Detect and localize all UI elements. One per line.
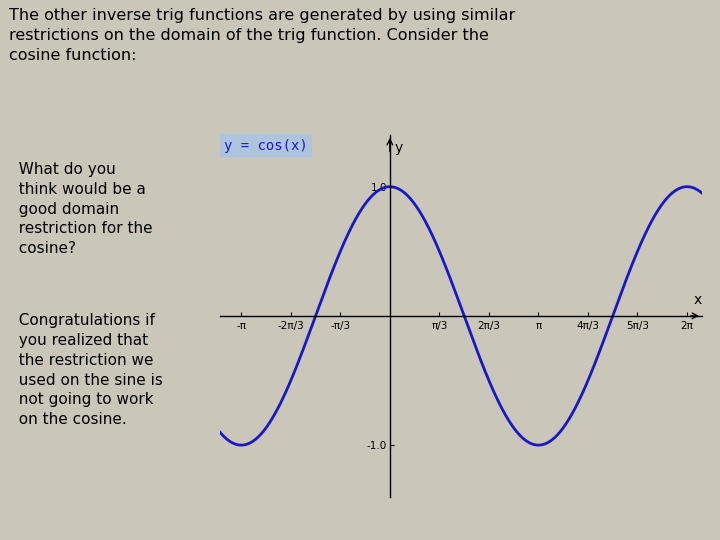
Text: Congratulations if
  you realized that
  the restriction we
  used on the sine i: Congratulations if you realized that the… xyxy=(9,313,163,427)
Text: The other inverse trig functions are generated by using similar
restrictions on : The other inverse trig functions are gen… xyxy=(9,8,516,63)
Text: x: x xyxy=(693,293,701,307)
Text: What do you
  think would be a
  good domain
  restriction for the
  cosine?: What do you think would be a good domain… xyxy=(9,162,153,256)
Text: y: y xyxy=(395,141,402,156)
Text: y = cos(x): y = cos(x) xyxy=(225,139,308,153)
